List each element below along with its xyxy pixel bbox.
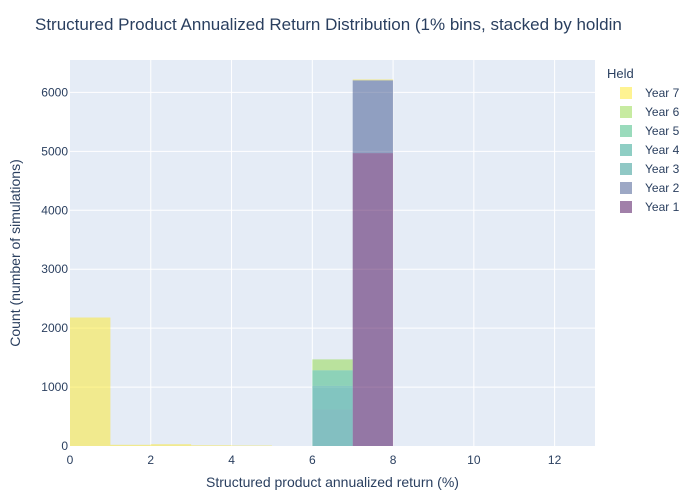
bar-year-3[interactable] — [312, 409, 353, 446]
legend-swatch — [620, 163, 632, 175]
legend-item-year-6[interactable]: Year 6 — [620, 105, 680, 119]
bar-year-4[interactable] — [312, 385, 353, 410]
y-tick-label: 0 — [61, 439, 68, 453]
y-tick-label: 2000 — [41, 321, 68, 335]
chart-title: Structured Product Annualized Return Dis… — [35, 15, 622, 34]
bar-year-7[interactable] — [150, 444, 192, 446]
legend[interactable]: Held Year 7 Year 6 Year 5 Year 4 Year 3 Year … — [607, 66, 680, 214]
x-tick-label: 6 — [309, 453, 316, 467]
legend-item-year-5[interactable]: Year 5 — [620, 124, 680, 138]
y-tick-label: 1000 — [41, 380, 68, 394]
legend-swatch — [620, 125, 632, 137]
bar-year-1[interactable] — [352, 153, 394, 446]
y-tick-label: 4000 — [41, 203, 68, 217]
x-tick-label: 0 — [67, 453, 74, 467]
bar-year-7[interactable] — [191, 445, 232, 446]
legend-swatch — [620, 144, 632, 156]
legend-item-year-2[interactable]: Year 2 — [620, 181, 680, 195]
legend-item-year-7[interactable]: Year 7 — [620, 86, 680, 100]
bar-year-5[interactable] — [312, 370, 353, 386]
y-tick-label: 3000 — [41, 262, 68, 276]
legend-label: Year 4 — [645, 143, 680, 157]
legend-item-year-4[interactable]: Year 4 — [620, 143, 680, 157]
y-tick-label: 6000 — [41, 85, 68, 99]
bar-year-6[interactable] — [312, 359, 353, 371]
legend-swatch — [620, 87, 632, 99]
x-tick-label: 10 — [467, 453, 481, 467]
legend-label: Year 1 — [645, 200, 680, 214]
y-axis-title: Count (number of simulations) — [7, 159, 23, 347]
legend-swatch — [620, 182, 632, 194]
legend-label: Year 3 — [645, 162, 680, 176]
bar-year-7[interactable] — [352, 79, 394, 81]
legend-swatch — [620, 201, 632, 213]
legend-swatch — [620, 106, 632, 118]
legend-label: Year 5 — [645, 124, 680, 138]
bar-year-7[interactable] — [110, 444, 151, 446]
x-tick-label: 12 — [548, 453, 562, 467]
x-tick-label: 2 — [147, 453, 154, 467]
legend-label: Year 7 — [645, 86, 680, 100]
x-axis-title: Structured product annualized return (%) — [206, 474, 459, 490]
legend-item-year-3[interactable]: Year 3 — [620, 162, 680, 176]
legend-label: Year 6 — [645, 105, 680, 119]
x-tick-label: 8 — [390, 453, 397, 467]
bar-year-7[interactable] — [70, 317, 111, 446]
bars — [70, 79, 394, 446]
legend-label: Year 2 — [645, 181, 680, 195]
legend-item-year-1[interactable]: Year 1 — [620, 200, 680, 214]
y-tick-label: 5000 — [41, 144, 68, 158]
bar-year-2[interactable] — [352, 80, 394, 154]
legend-title: Held — [607, 66, 634, 81]
x-tick-label: 4 — [228, 453, 235, 467]
tick-labels: 0 2 4 6 8 10 12 0 1000 2000 3000 4000 5000 6000 — [41, 85, 561, 467]
